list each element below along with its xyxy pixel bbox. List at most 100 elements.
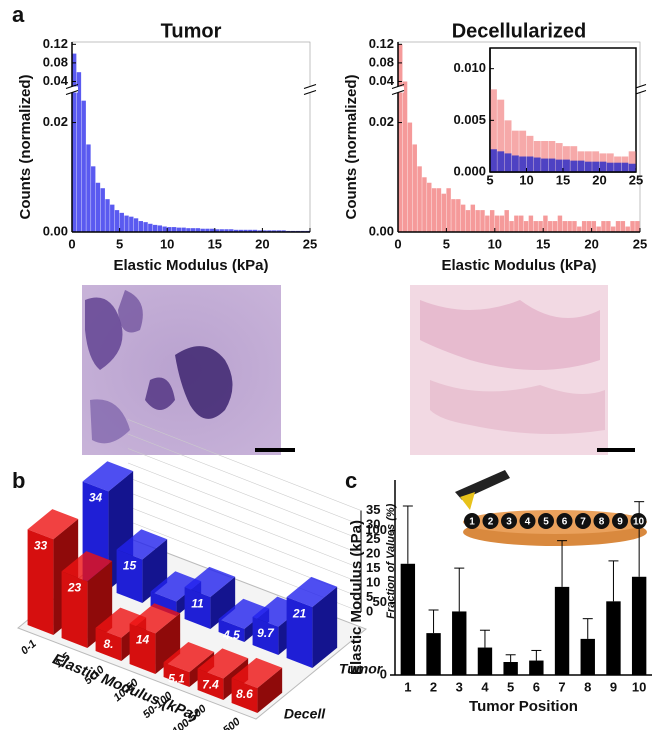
histogram-bar bbox=[271, 230, 277, 232]
histogram-bar bbox=[519, 215, 524, 232]
histogram-bar bbox=[563, 146, 570, 172]
x-tick-label: 5 bbox=[443, 236, 450, 251]
data-label: 21 bbox=[292, 606, 307, 620]
histogram-bar bbox=[446, 188, 451, 232]
bar-3d bbox=[184, 566, 236, 629]
bar-top bbox=[82, 461, 134, 492]
position-marker bbox=[519, 513, 536, 529]
chart-title: Tumor bbox=[161, 20, 222, 42]
histogram-bar bbox=[563, 159, 570, 172]
panel-label: b bbox=[12, 468, 25, 493]
axis-break-mark bbox=[391, 84, 405, 89]
grid-line bbox=[127, 419, 362, 511]
histogram-bar bbox=[586, 221, 592, 232]
histogram-bar bbox=[195, 228, 201, 232]
histogram-bar bbox=[465, 210, 471, 232]
histogram-bar bbox=[628, 151, 636, 172]
data-label: 8. bbox=[103, 637, 113, 651]
x-tick-label: 4 bbox=[481, 679, 489, 694]
x-tick-label: 8 bbox=[584, 679, 591, 694]
bar bbox=[606, 601, 621, 675]
histogram-bar bbox=[596, 226, 601, 232]
histogram-bar bbox=[497, 99, 505, 172]
axis-break-mark bbox=[391, 90, 405, 95]
histogram-bar bbox=[528, 215, 534, 232]
histogram-bar bbox=[124, 215, 129, 232]
histogram-bar bbox=[133, 218, 139, 232]
y-tick-label: 0.000 bbox=[453, 163, 486, 178]
position-marker bbox=[630, 513, 647, 529]
axis-break-mark bbox=[303, 90, 317, 95]
histogram-bar bbox=[567, 221, 572, 232]
bar bbox=[452, 611, 467, 675]
bar bbox=[400, 563, 416, 675]
bar-top bbox=[163, 642, 215, 673]
histogram-bar bbox=[81, 100, 86, 232]
axis-break bbox=[634, 86, 646, 93]
data-label: 15 bbox=[123, 559, 137, 573]
axis-break bbox=[66, 86, 78, 93]
histogram-bar bbox=[171, 227, 177, 232]
histogram-bar bbox=[614, 162, 621, 172]
histogram-bar bbox=[584, 151, 592, 172]
histogram-bar bbox=[504, 120, 512, 172]
histogram-bar bbox=[200, 228, 205, 232]
histogram-bar bbox=[100, 188, 105, 232]
histogram-bar bbox=[72, 53, 77, 232]
histogram-bar bbox=[417, 166, 422, 232]
histogram-bar bbox=[584, 161, 592, 172]
histogram-bar bbox=[451, 199, 456, 232]
y-tick-label: 0.010 bbox=[453, 60, 486, 75]
histogram-bar bbox=[76, 72, 82, 232]
z-tick-label: 15 bbox=[366, 560, 380, 575]
histogram-bar bbox=[407, 122, 413, 232]
z-tick-label: 0 bbox=[366, 603, 373, 618]
histogram-bar bbox=[129, 216, 134, 232]
bar-front bbox=[184, 587, 211, 629]
histogram-bar bbox=[95, 182, 101, 232]
z-axis-label: Fraction of Values (%) bbox=[385, 503, 397, 618]
series-label: Decell bbox=[284, 706, 326, 722]
x-tick-label: > 500 bbox=[214, 715, 244, 730]
data-label: 14 bbox=[136, 633, 150, 647]
histogram-bar bbox=[504, 210, 509, 232]
position-marker bbox=[482, 513, 499, 529]
histogram-bar bbox=[533, 141, 541, 172]
histogram-bar bbox=[105, 199, 110, 232]
decellularized-histology-image bbox=[410, 285, 635, 455]
x-tick-label: 5 bbox=[116, 236, 123, 251]
x-tick-label: 15 bbox=[556, 172, 570, 187]
x-tick-label: 25 bbox=[303, 236, 317, 251]
histogram-bar bbox=[152, 224, 158, 232]
position-marker-label: 8 bbox=[599, 517, 605, 528]
bar-top bbox=[116, 529, 168, 560]
data-label: 9.7 bbox=[257, 626, 275, 640]
position-marker bbox=[464, 513, 480, 529]
y-tick-label: 0.12 bbox=[369, 36, 394, 51]
y-axis-label: Counts (normalized) bbox=[17, 74, 34, 219]
bar-front bbox=[286, 597, 313, 668]
histogram-bar bbox=[243, 229, 248, 232]
histogram-bar bbox=[114, 210, 120, 232]
histogram-bar bbox=[511, 155, 519, 172]
histogram-bar bbox=[233, 229, 239, 232]
chart-title: Decellularized bbox=[452, 20, 587, 42]
histogram-bar bbox=[592, 151, 600, 172]
histogram-bar bbox=[615, 221, 621, 232]
y-tick-label: 100 bbox=[365, 522, 387, 537]
histogram-bar bbox=[224, 229, 229, 232]
histogram-bar bbox=[526, 156, 534, 172]
axis-break bbox=[392, 86, 404, 93]
grid-line bbox=[127, 477, 362, 569]
histogram-bar bbox=[606, 162, 614, 172]
histogram-bar bbox=[143, 222, 148, 232]
histogram-bar bbox=[511, 130, 519, 172]
z-tick-label: 20 bbox=[366, 545, 380, 560]
position-marker bbox=[538, 513, 554, 529]
bar-front bbox=[61, 571, 88, 648]
axis-break-mark bbox=[303, 84, 317, 89]
histogram-bar bbox=[238, 229, 243, 232]
histogram-bar bbox=[490, 89, 497, 172]
histogram-bar bbox=[489, 210, 495, 232]
bar-top bbox=[197, 648, 249, 679]
